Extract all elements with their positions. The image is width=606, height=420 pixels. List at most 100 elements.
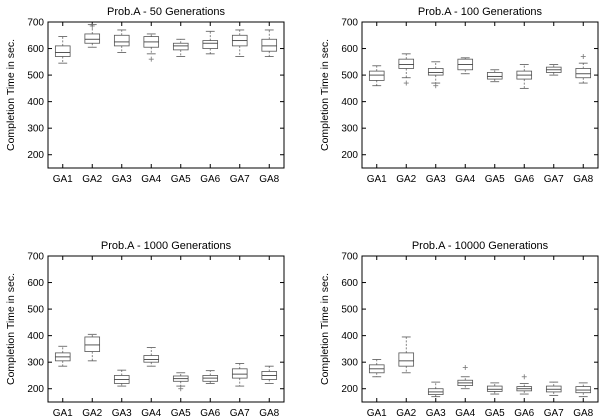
box-GA6	[202, 370, 219, 384]
box-GA8	[575, 54, 592, 84]
x-tick-label: GA1	[367, 174, 387, 185]
box-iqr	[172, 42, 189, 51]
y-axis-label: Completion Time in sec.	[319, 39, 331, 151]
x-tick-label: GA8	[573, 174, 593, 185]
y-tick-label: 700	[341, 18, 358, 29]
x-tick-label: GA8	[259, 408, 279, 419]
box-GA4	[457, 57, 474, 75]
box-iqr	[486, 72, 503, 80]
box-GA8	[261, 29, 278, 57]
y-tick-label: 400	[341, 331, 358, 342]
box-GA2	[84, 23, 101, 48]
y-tick-label: 500	[341, 71, 358, 82]
x-tick-label: GA7	[230, 408, 250, 419]
plot-frame	[361, 255, 599, 403]
y-tick-label: 200	[27, 384, 44, 395]
box-iqr	[54, 45, 71, 57]
y-tick-label: 500	[341, 305, 358, 316]
y-tick-label: 600	[341, 44, 358, 55]
y-tick-label: 400	[27, 97, 44, 108]
y-tick-label: 400	[341, 97, 358, 108]
y-tick-label: 400	[27, 331, 44, 342]
chart-panel-1: Prob.A - 50 Generations Completion Time i…	[5, 6, 285, 185]
box-GA3	[113, 369, 130, 387]
box-iqr	[84, 33, 101, 44]
outlier-marker	[148, 56, 154, 62]
chart-title: Prob.A - 50 Generations	[107, 6, 226, 18]
box-GA2	[398, 336, 415, 374]
box-GA4	[457, 364, 474, 390]
box-iqr	[261, 38, 278, 52]
x-tick-label: GA7	[544, 408, 564, 419]
chart-panel-2: Prob.A - 100 Generations Completion Time …	[319, 6, 599, 185]
box-iqr	[398, 352, 415, 367]
box-GA1	[54, 36, 71, 64]
y-tick-label: 500	[27, 305, 44, 316]
chart-title: Prob.A - 1000 Generations	[101, 240, 232, 252]
box-GA1	[368, 65, 385, 87]
outlier-marker	[580, 54, 586, 60]
box-GA4	[143, 33, 160, 62]
outlier-marker	[89, 23, 95, 29]
box-iqr	[202, 40, 219, 49]
box-GA2	[398, 53, 415, 86]
outlier-marker	[433, 83, 439, 89]
y-tick-label: 200	[341, 384, 358, 395]
outlier-marker	[178, 386, 184, 392]
x-tick-label: GA1	[53, 174, 73, 185]
box-iqr	[398, 58, 415, 69]
y-tick-label: 200	[27, 150, 44, 161]
box-GA7	[545, 64, 562, 76]
y-tick-label: 600	[27, 44, 44, 55]
box-iqr	[113, 34, 130, 47]
box-iqr	[143, 355, 160, 363]
box-GA5	[486, 69, 503, 83]
x-tick-label: GA1	[53, 408, 73, 419]
box-GA4	[143, 347, 160, 367]
box-iqr	[427, 68, 444, 76]
outlier-marker	[521, 374, 527, 380]
box-iqr	[575, 68, 592, 79]
x-tick-label: GA6	[514, 408, 534, 419]
box-GA3	[427, 381, 444, 398]
chart-panel-4: Prob.A - 10000 Generations Completion Tim…	[319, 240, 599, 419]
outlier-marker	[403, 80, 409, 86]
box-GA7	[545, 381, 562, 396]
x-tick-label: GA2	[82, 408, 102, 419]
y-tick-label: 300	[27, 358, 44, 369]
x-tick-label: GA5	[171, 408, 191, 419]
y-tick-label: 200	[341, 150, 358, 161]
y-tick-label: 600	[27, 278, 44, 289]
x-tick-label: GA8	[259, 174, 279, 185]
box-GA6	[516, 374, 533, 395]
x-tick-label: GA2	[396, 408, 416, 419]
chart-title: Prob.A - 10000 Generations	[412, 240, 549, 252]
y-tick-label: 600	[341, 278, 358, 289]
box-iqr	[231, 368, 248, 379]
box-GA1	[368, 359, 385, 378]
y-tick-label: 700	[27, 18, 44, 29]
y-axis-label: Completion Time in sec.	[5, 39, 17, 151]
plot-frame	[361, 21, 599, 169]
x-tick-label: GA4	[141, 408, 161, 419]
x-tick-label: GA2	[396, 174, 416, 185]
y-tick-label: 300	[341, 124, 358, 135]
x-tick-label: GA4	[141, 174, 161, 185]
x-tick-label: GA3	[426, 408, 446, 419]
box-GA1	[54, 345, 71, 367]
box-GA5	[486, 382, 503, 395]
x-tick-label: GA3	[112, 408, 132, 419]
x-tick-label: GA3	[112, 174, 132, 185]
box-GA8	[575, 382, 592, 398]
plot-frame	[47, 21, 285, 169]
box-GA3	[113, 29, 130, 53]
y-tick-label: 700	[27, 252, 44, 263]
box-GA7	[231, 29, 248, 57]
x-tick-label: GA1	[367, 408, 387, 419]
x-tick-label: GA6	[200, 408, 220, 419]
x-tick-label: GA8	[573, 408, 593, 419]
y-tick-label: 300	[27, 124, 44, 135]
x-tick-label: GA7	[544, 174, 564, 185]
x-tick-label: GA5	[485, 408, 505, 419]
